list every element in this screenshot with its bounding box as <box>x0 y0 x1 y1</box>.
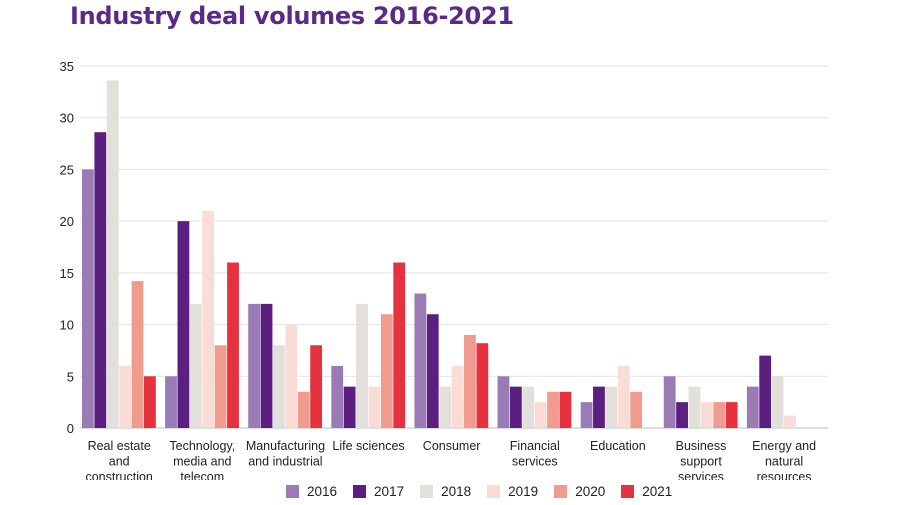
bar-2017-3 <box>343 386 356 428</box>
legend-label: 2020 <box>575 484 606 499</box>
chart-title: Industry deal volumes 2016-2021 <box>70 2 514 30</box>
bar-2019-1 <box>202 210 215 428</box>
y-tick-label: 5 <box>67 369 74 384</box>
bar-2018-5 <box>522 386 535 428</box>
bar-2017-7 <box>676 402 688 428</box>
legend-item-2020: 2020 <box>554 484 605 499</box>
bar-2016-2 <box>248 303 261 428</box>
x-category-label: Financial services <box>510 439 560 469</box>
bar-2019-8 <box>784 415 796 428</box>
bar-2018-0 <box>106 80 119 428</box>
x-category-label: Consumer <box>423 439 481 453</box>
bar-2020-1 <box>214 345 227 428</box>
legend-swatch <box>420 485 434 498</box>
legend: 2016 2017 2018 2019 2020 2021 <box>286 484 688 499</box>
legend-item-2017: 2017 <box>353 484 404 499</box>
legend-swatch <box>286 485 299 498</box>
bar-2020-2 <box>297 391 310 428</box>
bar-2021-3 <box>393 262 406 428</box>
x-category-label: Technology, media and telecom <box>169 439 235 480</box>
bar-2020-3 <box>380 314 393 428</box>
bar-2016-1 <box>165 376 177 428</box>
legend-swatch <box>621 485 635 498</box>
bar-2019-5 <box>534 402 547 428</box>
bar-chart: 0 5 10 15 20 25 30 35 Real estate and constructio… <box>60 59 828 480</box>
bar-2020-5 <box>547 391 559 428</box>
bar-2017-2 <box>260 303 273 428</box>
bar-2021-4 <box>476 343 489 428</box>
x-category-label: Education <box>590 439 646 453</box>
legend-item-2019: 2019 <box>487 484 538 499</box>
legend-item-2016: 2016 <box>286 484 337 499</box>
bars <box>82 80 796 429</box>
y-tick-label: 20 <box>60 214 74 229</box>
bar-2019-4 <box>451 365 464 428</box>
bar-2018-1 <box>189 303 202 428</box>
bar-2020-4 <box>464 334 476 428</box>
bar-2016-4 <box>414 293 427 428</box>
legend-swatch <box>487 485 501 498</box>
bar-2019-2 <box>285 324 298 428</box>
bar-2018-2 <box>273 345 285 428</box>
bar-2017-1 <box>177 221 190 428</box>
bar-2016-7 <box>663 376 676 428</box>
y-axis-ticks: 0 5 10 15 20 25 30 35 <box>60 59 74 436</box>
legend-swatch <box>353 485 367 498</box>
bar-2021-7 <box>725 402 738 428</box>
legend-item-2021: 2021 <box>621 484 672 499</box>
legend-label: 2017 <box>374 484 405 499</box>
x-category-label: Life sciences <box>332 439 404 453</box>
bar-2018-4 <box>439 386 452 428</box>
bar-2019-6 <box>617 365 630 428</box>
bar-2020-0 <box>131 281 144 428</box>
x-category-label: Real estate and construction <box>85 439 152 480</box>
bar-2018-8 <box>771 376 784 428</box>
bar-2017-5 <box>509 386 522 428</box>
legend-label: 2018 <box>441 484 472 499</box>
x-category-label: Manufacturing and industrial <box>246 439 325 469</box>
bar-2021-5 <box>559 391 572 428</box>
bar-2016-0 <box>82 169 94 428</box>
bar-2017-0 <box>94 132 107 429</box>
bar-2021-1 <box>227 262 239 428</box>
legend-label: 2019 <box>508 484 539 499</box>
bar-2017-4 <box>426 314 439 428</box>
x-axis-labels: Real estate and construction Technology, med… <box>85 439 816 480</box>
y-tick-label: 25 <box>60 162 74 177</box>
bar-2021-0 <box>144 376 156 428</box>
legend-label: 2021 <box>642 484 673 499</box>
bar-2016-3 <box>331 365 344 428</box>
bar-2018-7 <box>688 386 701 428</box>
x-category-label: Energy and natural resources <box>752 439 816 480</box>
bar-2019-3 <box>368 386 381 428</box>
legend-swatch <box>554 485 568 498</box>
y-tick-label: 15 <box>60 266 74 281</box>
legend-label: 2016 <box>307 484 338 499</box>
bar-2018-6 <box>605 386 618 428</box>
bar-2019-0 <box>119 365 131 428</box>
y-tick-label: 0 <box>67 421 74 436</box>
x-category-label: Business support services <box>676 439 727 480</box>
y-tick-label: 30 <box>60 111 74 126</box>
bar-2017-8 <box>759 355 772 428</box>
legend-item-2018: 2018 <box>420 484 471 499</box>
y-tick-label: 10 <box>60 318 74 333</box>
bar-2019-7 <box>700 402 713 428</box>
bar-2016-6 <box>580 402 593 428</box>
bar-2021-2 <box>310 345 323 428</box>
y-tick-label: 35 <box>60 59 74 74</box>
bar-2017-6 <box>593 386 605 428</box>
bar-2016-8 <box>746 386 759 428</box>
bar-2020-7 <box>713 402 726 428</box>
bar-2018-3 <box>356 303 368 428</box>
bar-2016-5 <box>497 376 510 428</box>
bar-2020-6 <box>630 391 643 428</box>
